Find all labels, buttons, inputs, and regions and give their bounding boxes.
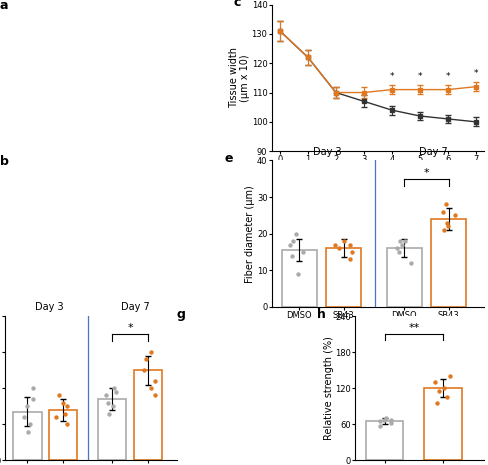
Point <box>61 410 69 417</box>
Point <box>20 413 28 421</box>
Point <box>346 256 353 263</box>
Point <box>445 372 453 380</box>
Point <box>55 392 63 399</box>
Bar <box>424 388 461 460</box>
Point <box>26 420 34 428</box>
Point <box>434 387 442 395</box>
Point <box>444 223 451 230</box>
Point <box>375 418 383 425</box>
Point <box>291 230 299 237</box>
Point <box>387 416 395 424</box>
Point <box>23 403 31 410</box>
Point <box>439 226 447 234</box>
Point <box>394 248 402 256</box>
Point <box>334 245 342 252</box>
Point <box>430 379 438 386</box>
Point <box>330 241 338 248</box>
Point <box>441 201 449 208</box>
Point <box>142 356 150 363</box>
Bar <box>13 412 41 460</box>
Text: Day 3: Day 3 <box>35 302 64 312</box>
Text: h: h <box>316 307 325 320</box>
Point <box>406 259 414 267</box>
Point <box>375 422 383 429</box>
Text: a: a <box>0 0 8 12</box>
Text: Day 7: Day 7 <box>418 146 447 157</box>
Point <box>108 403 116 410</box>
X-axis label: Time (days): Time (days) <box>348 170 406 180</box>
Y-axis label: Tissue width
(μm x 10): Tissue width (μm x 10) <box>228 47 250 108</box>
Point <box>112 388 120 396</box>
Point <box>386 419 394 427</box>
Point <box>450 212 458 219</box>
Bar <box>386 248 421 307</box>
Point <box>392 245 400 252</box>
Point <box>24 428 32 435</box>
Point <box>442 393 450 401</box>
Point <box>287 252 295 259</box>
Point <box>346 241 353 248</box>
Text: b: b <box>0 154 9 167</box>
Point <box>102 392 110 399</box>
Text: Day 3: Day 3 <box>312 146 341 157</box>
Point <box>382 415 389 422</box>
Text: *: * <box>445 72 449 81</box>
Point <box>439 385 447 392</box>
Bar <box>281 250 316 307</box>
Point <box>299 248 306 256</box>
Text: Day 7: Day 7 <box>121 302 149 312</box>
Y-axis label: Relative strength (%): Relative strength (%) <box>323 336 333 440</box>
Text: **: ** <box>407 323 419 333</box>
Text: *: * <box>389 72 393 81</box>
Point <box>29 385 37 392</box>
Point <box>105 410 113 417</box>
Point <box>433 399 441 407</box>
Point <box>293 270 301 278</box>
Point <box>151 378 159 385</box>
Point <box>146 385 154 392</box>
Point <box>443 219 450 226</box>
Y-axis label: Fiber diameter (μm): Fiber diameter (μm) <box>245 185 255 283</box>
Text: *: * <box>127 323 133 333</box>
Text: g: g <box>176 307 185 320</box>
Point <box>286 241 294 248</box>
Point <box>288 237 296 245</box>
Text: *: * <box>423 168 428 178</box>
Point <box>110 385 118 392</box>
Bar <box>49 410 77 460</box>
Point <box>347 248 355 256</box>
Point <box>396 237 404 245</box>
Point <box>438 208 446 215</box>
Point <box>63 420 71 428</box>
Point <box>400 237 408 245</box>
Point <box>380 416 387 423</box>
Bar <box>98 399 126 460</box>
Text: e: e <box>224 152 233 165</box>
Text: *: * <box>417 72 421 81</box>
Point <box>340 237 347 245</box>
Bar <box>430 219 466 307</box>
Point <box>150 392 158 399</box>
Point <box>52 413 60 421</box>
Point <box>140 366 147 374</box>
Point <box>147 349 155 356</box>
Bar <box>365 421 403 460</box>
Point <box>103 399 111 406</box>
Point <box>29 395 37 403</box>
Point <box>62 403 70 410</box>
Point <box>397 241 405 248</box>
Text: *: * <box>472 69 477 78</box>
Bar <box>133 370 162 460</box>
Text: c: c <box>233 0 240 9</box>
Bar <box>325 248 361 307</box>
Point <box>59 399 67 406</box>
